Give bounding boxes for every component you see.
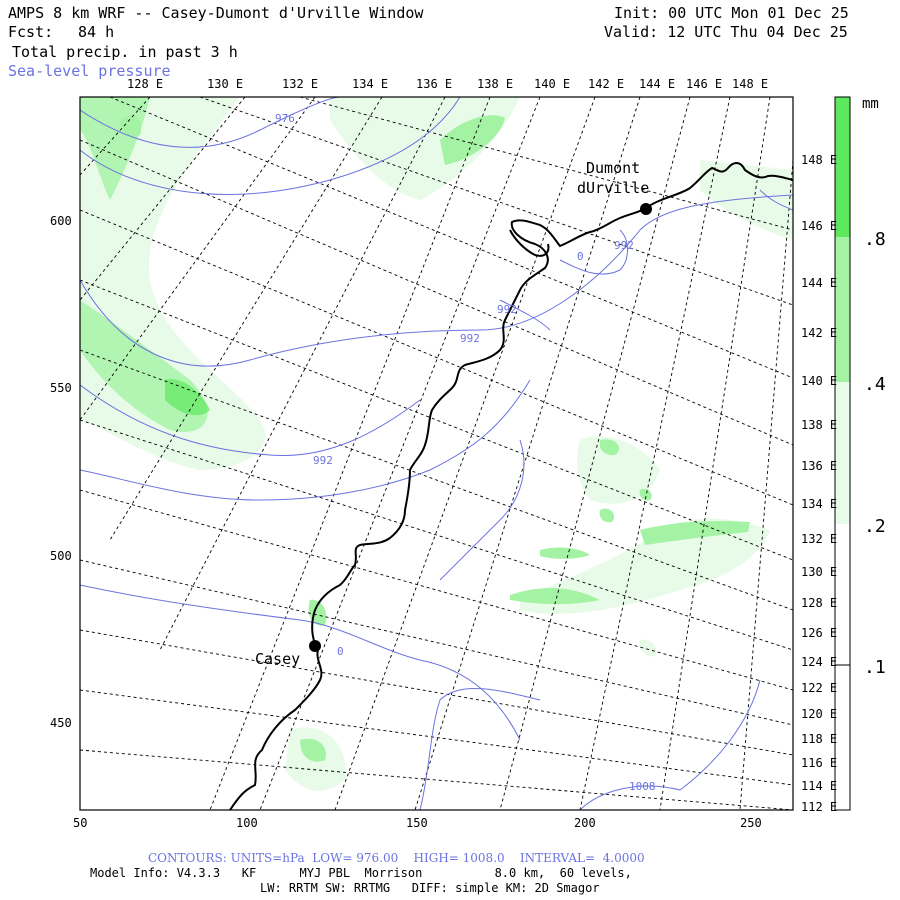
contour-label: 976 <box>275 112 295 125</box>
colorbar-label: .2 <box>864 516 886 537</box>
dumont-station-marker <box>640 203 652 215</box>
top-lon-label: 136 E <box>416 77 453 91</box>
right-lon-label: 134 E <box>801 497 838 511</box>
right-lon-label: 116 E <box>801 756 838 770</box>
bottom-x-label: 50 <box>73 816 88 830</box>
right-lon-label: 120 E <box>801 707 838 721</box>
contour-info: CONTOURS: UNITS=hPa LOW= 976.00 HIGH= 10… <box>148 851 645 865</box>
overlay-name: Sea-level pressure <box>8 62 171 80</box>
top-lon-label: 146 E <box>686 77 723 91</box>
top-lon-label: 132 E <box>282 77 319 91</box>
top-lon-label: 144 E <box>639 77 676 91</box>
bottom-x-label: 200 <box>574 816 596 830</box>
colorbar-label: .1 <box>864 657 886 678</box>
plot-frame <box>79 96 794 811</box>
right-lon-label: 136 E <box>801 459 838 473</box>
contour-label: 1008 <box>629 780 656 793</box>
bottom-x-label: 150 <box>406 816 428 830</box>
contour-label: 992 <box>497 303 517 316</box>
left-y-label: 500 <box>50 549 72 563</box>
field-name: Total precip. in past 3 h <box>12 43 238 61</box>
left-y-label: 550 <box>50 381 72 395</box>
right-lon-label: 142 E <box>801 326 838 340</box>
contour-label: 0 <box>337 645 344 658</box>
top-lon-label: 128 E <box>127 77 164 91</box>
right-lon-label: 122 E <box>801 681 838 695</box>
left-y-label: 600 <box>50 214 72 228</box>
coastline <box>229 162 793 810</box>
top-lon-label: 140 E <box>534 77 571 91</box>
valid-time: Valid: 12 UTC Thu 04 Dec 25 <box>604 23 848 41</box>
right-lon-label: 138 E <box>801 418 838 432</box>
right-lon-label: 148 E <box>801 153 838 167</box>
top-lon-label: 148 E <box>732 77 769 91</box>
top-lon-label: 142 E <box>588 77 625 91</box>
forecast-label: Fcst: <box>8 23 54 41</box>
forecast-hour: 84 h <box>78 23 115 41</box>
colorbar-label: .4 <box>864 374 886 395</box>
top-lon-label: 130 E <box>207 77 244 91</box>
right-lon-label: 144 E <box>801 276 838 290</box>
right-lon-label: 112 E <box>801 800 838 814</box>
top-lon-label: 134 E <box>352 77 389 91</box>
right-lon-label: 114 E <box>801 779 838 793</box>
casey-label: Casey <box>255 650 301 668</box>
model-info: Model Info: V4.3.3 KF MYJ PBL Morrison 8… <box>90 866 632 880</box>
colorbar-unit: mm <box>862 96 879 112</box>
precip-shading <box>80 97 793 791</box>
right-lon-label: 124 E <box>801 655 838 669</box>
right-lon-label: 126 E <box>801 626 838 640</box>
right-lon-label: 132 E <box>801 532 838 546</box>
colorbar <box>834 96 851 811</box>
dumont-label-line2: dUrville <box>577 179 650 197</box>
contour-label: 0 <box>577 250 584 263</box>
physics-info: LW: RRTM SW: RRTMG DIFF: simple KM: 2D S… <box>260 881 600 895</box>
init-time: Init: 00 UTC Mon 01 Dec 25 <box>614 4 849 22</box>
right-lon-label: 128 E <box>801 596 838 610</box>
top-lon-label: 138 E <box>477 77 514 91</box>
contour-label: 992 <box>460 332 480 345</box>
map-title: AMPS 8 km WRF -- Casey-Dumont d'Urville … <box>8 4 424 22</box>
contour-label: 992 <box>313 454 333 467</box>
right-lon-label: 118 E <box>801 732 838 746</box>
contour-label: 992 <box>614 239 634 252</box>
graticule <box>80 97 793 810</box>
bottom-x-label: 100 <box>236 816 258 830</box>
right-lon-label: 130 E <box>801 565 838 579</box>
left-y-label: 450 <box>50 716 72 730</box>
pressure-contours <box>80 97 793 810</box>
colorbar-label: .8 <box>864 229 886 250</box>
right-lon-label: 140 E <box>801 374 838 388</box>
right-lon-label: 146 E <box>801 219 838 233</box>
bottom-x-label: 250 <box>740 816 762 830</box>
dumont-label-line1: Dumont <box>586 159 641 177</box>
casey-station-marker <box>309 640 321 652</box>
